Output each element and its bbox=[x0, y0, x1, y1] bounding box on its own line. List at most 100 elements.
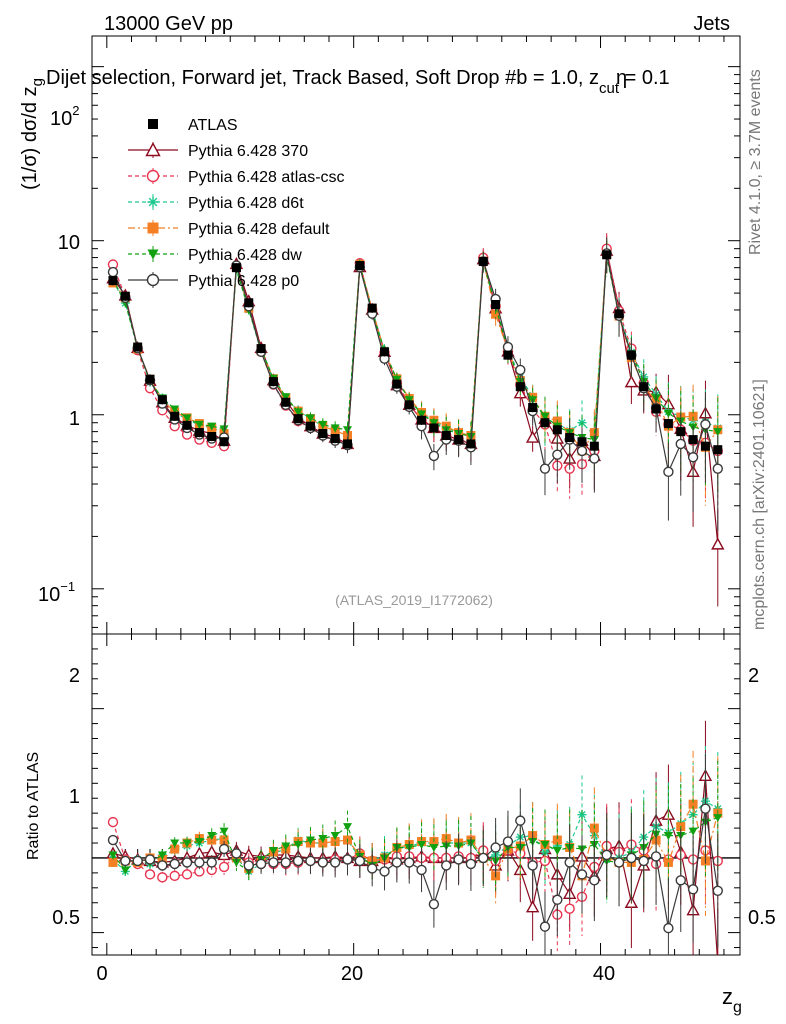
data-point bbox=[525, 430, 540, 443]
data-point bbox=[614, 309, 624, 319]
data-point bbox=[330, 434, 340, 444]
ratio-point bbox=[292, 855, 304, 867]
ratio-tick-label-left-2: 2 bbox=[69, 665, 80, 687]
data-point bbox=[268, 377, 278, 387]
ratio-point bbox=[552, 846, 562, 855]
data-point bbox=[355, 261, 365, 271]
data-point bbox=[711, 537, 725, 550]
ratio-point bbox=[157, 872, 168, 883]
x-axis-title: zg bbox=[722, 984, 742, 1016]
ratio-point bbox=[564, 903, 575, 914]
ratio-point bbox=[576, 869, 588, 880]
x-tick-label-40: 40 bbox=[593, 963, 615, 985]
legend-label: Pythia 6.428 default bbox=[188, 221, 330, 238]
main-tick-label-0.1: 10−1 bbox=[38, 579, 75, 606]
ratio-point bbox=[626, 852, 637, 864]
series-line bbox=[112, 253, 719, 452]
ratio-series bbox=[106, 720, 723, 955]
legend-label: Pythia 6.428 370 bbox=[188, 143, 308, 160]
data-point bbox=[305, 421, 315, 431]
data-point bbox=[219, 425, 229, 434]
ratio-point bbox=[379, 866, 390, 877]
ratio-point bbox=[342, 854, 353, 865]
x-tick-label-0: 0 bbox=[96, 963, 107, 985]
x-tick-label-20: 20 bbox=[341, 963, 363, 985]
ratio-point bbox=[713, 814, 723, 823]
ratio-point bbox=[194, 838, 204, 847]
ratio-point bbox=[577, 810, 587, 820]
ratio-point bbox=[416, 864, 427, 876]
data-point bbox=[145, 374, 155, 384]
legend-item: Pythia 6.428 d6t bbox=[128, 194, 304, 212]
ratio-line bbox=[112, 808, 719, 929]
legend-marker bbox=[146, 169, 160, 183]
legend-marker bbox=[147, 249, 159, 260]
ratio-point bbox=[354, 855, 366, 867]
data-point bbox=[700, 419, 711, 430]
data-point bbox=[515, 382, 525, 392]
ratio-point bbox=[107, 834, 119, 846]
ratio-point bbox=[268, 857, 279, 868]
ratio-point bbox=[120, 855, 131, 867]
data-point bbox=[182, 414, 192, 423]
ratio-point bbox=[589, 875, 600, 886]
data-point bbox=[367, 303, 377, 313]
ratio-tick-label-left-0.5: 0.5 bbox=[52, 907, 80, 929]
data-point bbox=[478, 256, 488, 266]
data-point bbox=[417, 415, 427, 425]
data-point bbox=[318, 429, 328, 439]
ratio-series-dw bbox=[108, 760, 723, 907]
ratio-point bbox=[108, 857, 118, 867]
ratio-point bbox=[417, 841, 427, 850]
ratio-point bbox=[490, 842, 501, 853]
legend: ATLAS Pythia 6.428 370 Pythia 6.428 atlas-… bbox=[128, 117, 345, 290]
legend-item: Pythia 6.428 atlas-csc bbox=[128, 168, 345, 186]
ratio-point bbox=[205, 845, 219, 858]
ratio-tick-label-right-0.5: 0.5 bbox=[748, 907, 776, 929]
data-point bbox=[466, 439, 476, 449]
ratio-point bbox=[404, 857, 415, 868]
data-point bbox=[404, 400, 414, 410]
legend-label: ATLAS bbox=[188, 117, 238, 134]
data-point bbox=[342, 426, 352, 435]
data-point bbox=[528, 403, 538, 413]
data-point bbox=[540, 412, 550, 421]
legend-item: Pythia 6.428 p0 bbox=[128, 272, 299, 290]
ratio-point bbox=[219, 835, 229, 845]
data-point bbox=[687, 452, 699, 463]
data-point bbox=[318, 420, 328, 429]
ratio-point bbox=[219, 827, 229, 836]
data-point bbox=[651, 404, 661, 414]
legend-label: Pythia 6.428 atlas-csc bbox=[188, 169, 345, 186]
ratio-point bbox=[601, 849, 612, 861]
series-atlas bbox=[108, 250, 723, 455]
ratio-point bbox=[330, 832, 340, 841]
data-point bbox=[539, 463, 551, 474]
legend-marker bbox=[148, 119, 158, 129]
ratio-point bbox=[243, 860, 254, 871]
data-point bbox=[157, 395, 167, 405]
ratio-point bbox=[441, 860, 452, 871]
data-point bbox=[380, 347, 390, 357]
main-tick-label-100: 102 bbox=[50, 103, 79, 130]
data-point bbox=[663, 466, 674, 478]
data-point bbox=[417, 410, 427, 419]
reference-label: (ATLAS_2019_I1772062) bbox=[335, 592, 493, 608]
ratio-point bbox=[515, 815, 526, 826]
data-point bbox=[107, 266, 119, 278]
legend-marker bbox=[147, 196, 159, 208]
ratio-point bbox=[218, 843, 230, 855]
main-y-axis-title: (1/σ) dσ/d zg bbox=[19, 78, 46, 190]
ratio-point bbox=[170, 839, 180, 848]
data-point bbox=[624, 375, 639, 388]
ratio-point bbox=[428, 899, 440, 910]
ratio-point bbox=[391, 857, 403, 868]
axis-ticks bbox=[92, 36, 740, 955]
data-point bbox=[454, 435, 464, 445]
ratio-series-atlas_csc bbox=[107, 795, 723, 952]
ratio-point bbox=[663, 922, 674, 934]
data-point bbox=[207, 422, 217, 431]
data-point bbox=[108, 276, 118, 286]
data-point bbox=[231, 263, 241, 273]
